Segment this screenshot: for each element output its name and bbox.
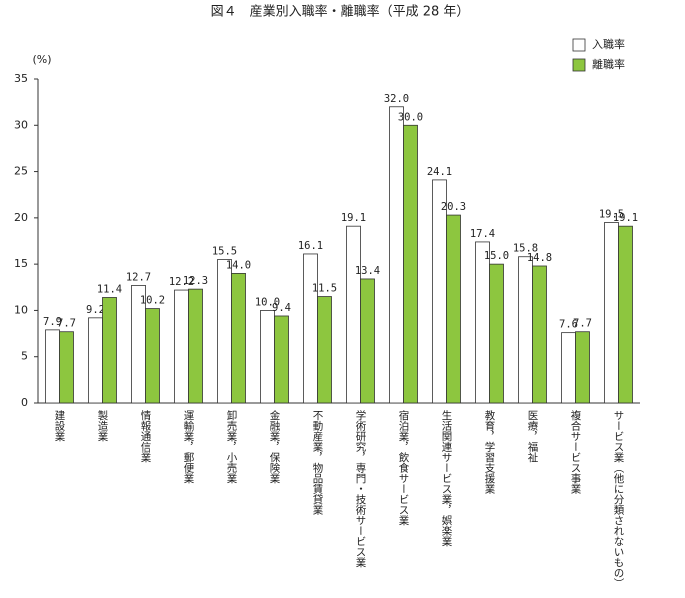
legend-label: 離職率 — [592, 57, 625, 71]
data-label: 13.4 — [355, 265, 380, 277]
data-label: 20.3 — [441, 201, 466, 213]
bar — [360, 278, 375, 404]
legend-swatch — [572, 38, 586, 52]
data-label: 30.0 — [398, 111, 423, 123]
data-label: 14.8 — [527, 252, 552, 264]
data-label: 12.7 — [126, 271, 151, 283]
bar — [231, 272, 246, 404]
x-tick-label: 教育，学習支援業 — [484, 409, 496, 495]
bar — [303, 253, 318, 404]
bar — [518, 256, 533, 404]
data-label: 7.7 — [573, 318, 592, 330]
y-tick-label: 30 — [14, 118, 28, 131]
y-tick-label: 15 — [14, 257, 28, 270]
bar — [188, 288, 203, 404]
bar — [489, 263, 504, 404]
data-label: 12.2 — [169, 276, 194, 288]
data-label: 11.5 — [312, 283, 337, 295]
bar — [604, 222, 619, 404]
y-tick-label: 25 — [14, 165, 28, 178]
bar — [45, 329, 60, 404]
data-label: 15.0 — [484, 250, 509, 262]
data-label: 19.5 — [599, 208, 624, 220]
bar — [217, 259, 232, 404]
data-label: 17.4 — [470, 228, 495, 240]
bar — [403, 124, 418, 404]
chart-title: 図４ 産業別入職率・離職率（平成 28 年） — [211, 4, 470, 20]
bar — [575, 331, 590, 404]
bar — [532, 265, 547, 404]
data-label: 12.3 — [183, 275, 208, 287]
data-label: 15.8 — [513, 243, 538, 255]
bar — [317, 296, 332, 404]
legend-label: 入職率 — [592, 37, 625, 51]
x-tick-label: 卸売業，小売業 — [226, 409, 238, 484]
x-tick-label: 運輸業，郵便業 — [183, 410, 195, 484]
data-label: 19.1 — [341, 212, 366, 224]
y-tick-label: 35 — [14, 72, 28, 85]
bar — [260, 310, 275, 404]
bar — [446, 214, 461, 404]
x-tick-label: 製造業 — [97, 409, 109, 442]
y-tick-label: 5 — [21, 350, 28, 363]
bar — [475, 241, 490, 404]
y-tick-label: 0 — [21, 396, 28, 409]
y-tick-label: 20 — [14, 211, 28, 224]
data-label: 16.1 — [298, 240, 323, 252]
x-tick-label: 宿泊業，飲食サービス業 — [398, 409, 410, 526]
data-label: 10.0 — [255, 296, 280, 308]
legend-swatch — [572, 58, 586, 72]
data-label: 14.0 — [226, 259, 251, 271]
x-tick-label: 不動産業，物品賃貸業 — [312, 410, 324, 516]
x-tick-label: 生活関連サービス業，娯楽業 — [441, 409, 453, 547]
x-tick-label: 金融業，保険業 — [269, 409, 281, 484]
x-tick-label: 情報通信業 — [140, 409, 152, 463]
bar — [618, 225, 633, 404]
x-tick-label: サービス業（他に分類されないもの） — [613, 410, 625, 589]
x-tick-label: 医療，福祉 — [527, 410, 539, 463]
x-tick-label: 複合サービス事業 — [570, 409, 582, 495]
data-label: 7.7 — [57, 318, 76, 330]
data-label: 9.4 — [272, 302, 291, 314]
data-label: 10.2 — [140, 295, 165, 307]
bar — [145, 308, 160, 404]
data-label: 9.2 — [86, 304, 105, 316]
bar — [102, 297, 117, 404]
x-tick-label: 学術研究，専門・技術サービス業 — [355, 409, 367, 568]
bar — [274, 315, 289, 404]
y-tick-label: 10 — [14, 303, 28, 316]
data-label: 11.4 — [97, 283, 122, 295]
bar — [88, 317, 103, 404]
bar — [389, 106, 404, 404]
bar — [432, 179, 447, 404]
y-unit: (%) — [32, 53, 51, 66]
data-label: 24.1 — [427, 166, 452, 178]
bar — [174, 289, 189, 404]
x-tick-label: 建設業 — [54, 409, 66, 442]
bar — [561, 332, 576, 404]
data-label: 7.9 — [43, 316, 62, 328]
data-label: 32.0 — [384, 93, 409, 105]
data-label: 7.6 — [559, 319, 578, 331]
bar — [346, 225, 361, 404]
data-label: 19.1 — [613, 212, 638, 224]
data-label: 15.5 — [212, 246, 237, 258]
bar — [59, 331, 74, 404]
